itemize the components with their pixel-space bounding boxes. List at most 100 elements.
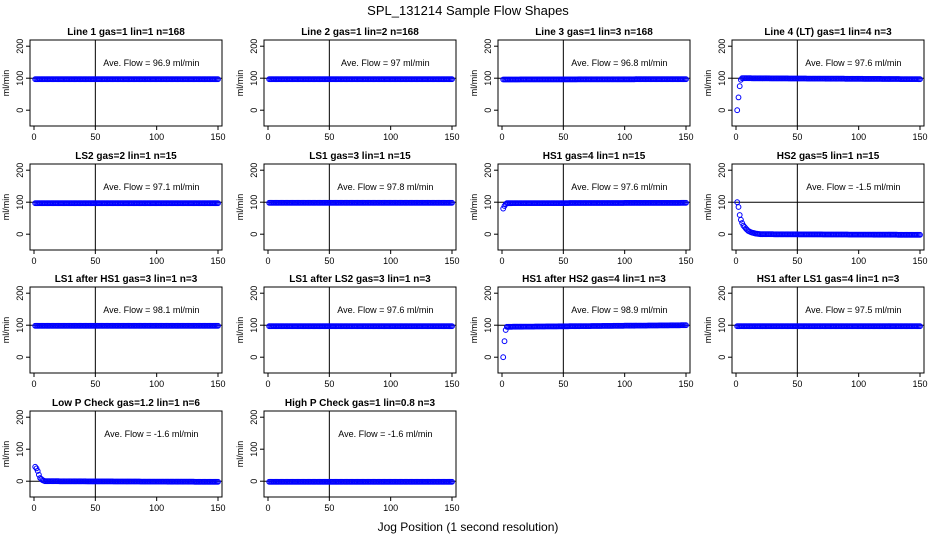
x-tick-label: 50	[558, 256, 568, 266]
y-tick-label: 100	[15, 71, 25, 86]
x-tick-label: 50	[90, 379, 100, 389]
x-tick-label: 0	[31, 503, 36, 513]
data-point	[215, 478, 221, 485]
x-tick-label: 150	[210, 379, 225, 389]
figure-xlabel: Jog Position (1 second resolution)	[378, 520, 559, 534]
data-point	[735, 94, 742, 101]
data-point	[449, 76, 455, 83]
panel-title: LS1 after LS2 gas=3 lin=1 n=3	[289, 274, 431, 285]
panel-14: High P Check gas=1 lin=0.8 n=3 ml/min 0 50 1…	[235, 398, 460, 513]
x-tick-label: 0	[265, 503, 270, 513]
panel-9: LS1 after HS1 gas=3 lin=1 n=3 ml/min 0 50 10…	[1, 274, 226, 389]
x-tick-label: 100	[383, 132, 398, 142]
x-tick-label: 50	[90, 503, 100, 513]
panel-frame	[263, 286, 457, 374]
y-tick-label: 100	[15, 195, 25, 210]
x-tick-label: 150	[678, 132, 693, 142]
panel-6: LS1 gas=3 lin=1 n=15 ml/min 0 50 100 150 0 100 2…	[235, 151, 460, 266]
panel-frame	[731, 163, 925, 251]
x-tick-label: 100	[149, 132, 164, 142]
y-tick-label: 0	[15, 232, 25, 237]
data-point	[736, 212, 743, 218]
x-tick-label: 0	[499, 132, 504, 142]
x-tick-label: 50	[792, 132, 802, 142]
panel-title: HS1 after HS2 gas=4 lin=1 n=3	[522, 274, 666, 285]
x-tick-label: 100	[617, 256, 632, 266]
panel-ylabel: ml/min	[1, 441, 11, 468]
x-tick-label: 0	[733, 379, 738, 389]
data-point	[735, 204, 742, 210]
series-points	[266, 323, 455, 330]
y-tick-label: 200	[249, 410, 259, 425]
panel-frame	[497, 286, 691, 374]
y-tick-label: 200	[15, 286, 25, 301]
x-tick-label: 0	[31, 256, 36, 266]
x-tick-label: 50	[90, 132, 100, 142]
panel-4: Line 4 (LT) gas=1 lin=4 n=3 ml/min 0 50 100 1…	[703, 27, 928, 142]
panel-ylabel: ml/min	[469, 70, 479, 97]
x-tick-label: 50	[324, 132, 334, 142]
x-tick-label: 150	[678, 256, 693, 266]
panel-frame	[263, 39, 457, 127]
series-points	[500, 322, 689, 361]
y-tick-label: 100	[717, 195, 727, 210]
panel-3: Line 3 gas=1 lin=3 n=168 ml/min 0 50 100 150 0…	[469, 27, 694, 142]
x-tick-label: 150	[444, 379, 459, 389]
y-tick-label: 200	[249, 163, 259, 178]
panel-frame	[497, 39, 691, 127]
series-points	[32, 463, 221, 485]
figure-title: SPL_131214 Sample Flow Shapes	[367, 3, 569, 18]
panel-title: HS1 gas=4 lin=1 n=15	[543, 151, 646, 162]
y-tick-label: 100	[249, 442, 259, 457]
panel-annotation: Ave. Flow = -1.6 ml/min	[338, 429, 432, 439]
y-tick-label: 200	[15, 39, 25, 54]
x-tick-label: 100	[617, 379, 632, 389]
x-tick-label: 150	[210, 132, 225, 142]
panel-annotation: Ave. Flow = 97.6 ml/min	[805, 58, 901, 68]
x-tick-label: 100	[383, 379, 398, 389]
panel-ylabel: ml/min	[235, 317, 245, 344]
y-tick-label: 200	[717, 286, 727, 301]
panel-frame	[731, 286, 925, 374]
y-tick-label: 0	[249, 232, 259, 237]
data-point	[500, 354, 507, 361]
panel-annotation: Ave. Flow = -1.6 ml/min	[104, 429, 198, 439]
panel-2: Line 2 gas=1 lin=2 n=168 ml/min 0 50 100 150 0…	[235, 27, 460, 142]
y-tick-label: 200	[717, 163, 727, 178]
x-tick-label: 100	[149, 256, 164, 266]
panel-title: Line 2 gas=1 lin=2 n=168	[301, 27, 419, 38]
x-tick-label: 150	[210, 503, 225, 513]
x-tick-label: 100	[149, 379, 164, 389]
data-point	[917, 231, 923, 238]
x-tick-label: 150	[444, 256, 459, 266]
panel-1: Line 1 gas=1 lin=1 n=168 ml/min 0 50 100 150 0…	[1, 27, 226, 142]
panel-frame	[29, 163, 223, 251]
x-tick-label: 0	[733, 256, 738, 266]
y-tick-label: 0	[249, 355, 259, 360]
y-tick-label: 100	[15, 318, 25, 333]
y-tick-label: 100	[15, 442, 25, 457]
panel-ylabel: ml/min	[469, 317, 479, 344]
series-points	[734, 323, 923, 330]
panel-title: Line 3 gas=1 lin=3 n=168	[535, 27, 653, 38]
panel-7: HS1 gas=4 lin=1 n=15 ml/min 0 50 100 150 0 100 2…	[469, 151, 694, 266]
y-tick-label: 100	[717, 318, 727, 333]
y-tick-label: 100	[483, 195, 493, 210]
series-points	[266, 199, 455, 206]
x-tick-label: 0	[265, 379, 270, 389]
series-points	[500, 199, 689, 212]
x-tick-label: 100	[383, 256, 398, 266]
data-point	[917, 323, 923, 330]
x-tick-label: 150	[444, 503, 459, 513]
data-point	[683, 199, 689, 206]
y-tick-label: 0	[717, 232, 727, 237]
panel-title: Line 1 gas=1 lin=1 n=168	[67, 27, 185, 38]
x-tick-label: 0	[499, 379, 504, 389]
y-tick-label: 100	[483, 318, 493, 333]
panel-title: High P Check gas=1 lin=0.8 n=3	[285, 398, 436, 409]
panel-frame	[29, 39, 223, 127]
panel-ylabel: ml/min	[703, 194, 713, 221]
series-points	[32, 200, 221, 207]
panel-annotation: Ave. Flow = 97.6 ml/min	[337, 305, 433, 315]
x-tick-label: 100	[851, 379, 866, 389]
